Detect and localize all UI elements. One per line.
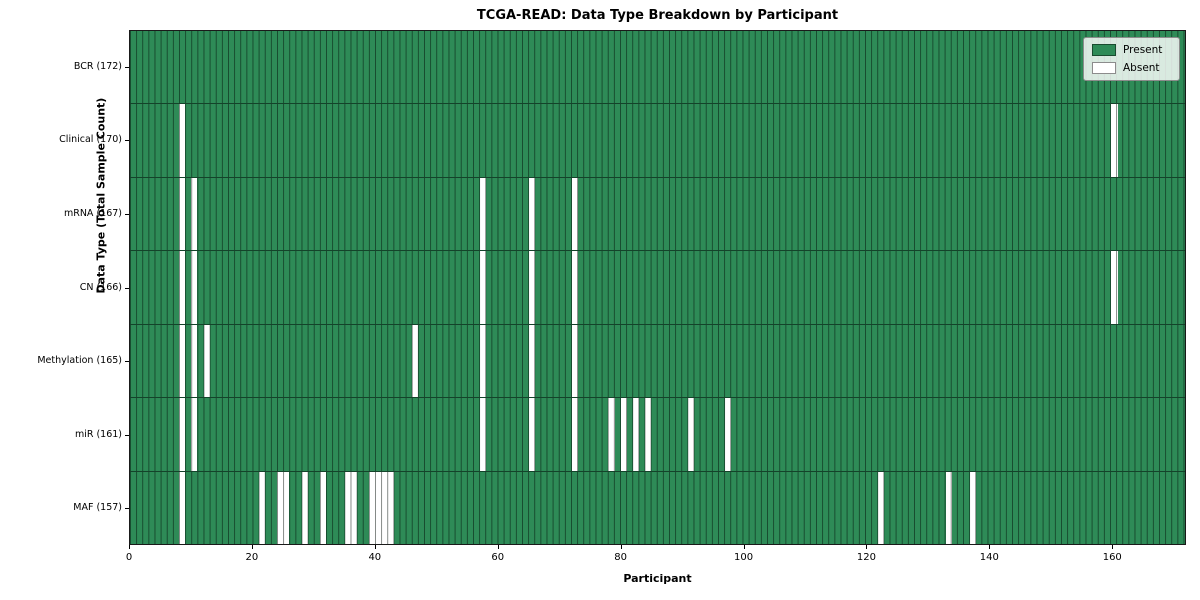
x-tick-label: 60 xyxy=(491,552,505,563)
absent-cell xyxy=(258,471,265,544)
y-tick-mark xyxy=(125,140,129,142)
absent-cell xyxy=(203,324,210,398)
heatmap-row-cn xyxy=(130,250,1185,324)
absent-cell xyxy=(344,471,351,544)
x-axis-label: Participant xyxy=(623,572,692,585)
x-tick-mark xyxy=(743,545,745,549)
absent-cell xyxy=(479,251,486,324)
y-tick-label: mRNA (167) xyxy=(63,207,122,219)
absent-cell xyxy=(479,324,486,398)
absent-cell xyxy=(191,398,198,471)
x-tick-label: 160 xyxy=(1102,552,1122,563)
heatmap-row-bcr xyxy=(130,31,1185,104)
x-tick-label: 140 xyxy=(979,552,999,563)
absent-cell xyxy=(381,471,388,544)
x-tick-mark xyxy=(251,545,253,549)
heatmap-row-maf xyxy=(130,470,1185,544)
legend: Present Absent xyxy=(1083,37,1180,81)
heatmap-row-mrna xyxy=(130,176,1185,251)
x-tick-label: 0 xyxy=(125,552,133,563)
absent-cell xyxy=(688,398,695,471)
plot-area xyxy=(129,30,1186,545)
y-tick-mark xyxy=(125,361,129,363)
x-tick-mark xyxy=(989,545,991,549)
legend-entry-absent: Absent xyxy=(1092,62,1171,74)
absent-cell xyxy=(412,324,419,398)
absent-cell xyxy=(528,177,535,251)
absent-cell xyxy=(620,398,627,471)
x-tick-mark xyxy=(374,545,376,549)
absent-cell xyxy=(179,104,186,177)
absent-cell xyxy=(191,177,198,251)
absent-cell xyxy=(1111,104,1118,177)
absent-cell xyxy=(387,471,394,544)
absent-cell xyxy=(277,471,284,544)
absent-cell xyxy=(350,471,357,544)
legend-absent-label: Absent xyxy=(1123,62,1160,74)
absent-cell xyxy=(571,177,578,251)
y-tick-label: Clinical (170) xyxy=(59,134,122,146)
y-tick-mark xyxy=(125,508,129,510)
x-tick-label: 20 xyxy=(245,552,259,563)
absent-cell xyxy=(528,398,535,471)
y-tick-label: CN (166) xyxy=(79,281,122,293)
absent-cell xyxy=(179,251,186,324)
absent-cell xyxy=(369,471,376,544)
x-tick-label: 100 xyxy=(733,552,754,563)
absent-cell xyxy=(1111,251,1118,324)
y-tick-label: miR (161) xyxy=(74,428,122,440)
chart-title: TCGA-READ: Data Type Breakdown by Partic… xyxy=(476,8,839,23)
absent-cell xyxy=(571,324,578,398)
y-tick-label: BCR (172) xyxy=(73,60,122,72)
heatmap-row-clinical xyxy=(130,103,1185,177)
x-tick-mark xyxy=(620,545,622,549)
y-tick-mark xyxy=(125,287,129,289)
absent-cell xyxy=(528,324,535,398)
absent-cell xyxy=(528,251,535,324)
legend-absent-swatch xyxy=(1092,62,1116,74)
x-tick-mark xyxy=(497,545,499,549)
legend-present-label: Present xyxy=(1123,44,1163,56)
absent-cell xyxy=(301,471,308,544)
x-tick-label: 120 xyxy=(856,552,876,563)
y-tick-mark xyxy=(125,66,129,68)
heatmap-row-methylation xyxy=(130,323,1185,398)
absent-cell xyxy=(571,398,578,471)
absent-cell xyxy=(970,471,977,544)
absent-cell xyxy=(608,398,615,471)
x-tick-mark xyxy=(1112,545,1114,549)
absent-cell xyxy=(632,398,640,471)
absent-cell xyxy=(945,471,952,544)
absent-cell xyxy=(191,324,198,398)
absent-cell xyxy=(479,398,486,471)
absent-cell xyxy=(283,471,290,544)
y-tick-mark xyxy=(125,434,129,436)
x-tick-label: 40 xyxy=(368,552,382,563)
absent-cell xyxy=(179,471,186,544)
legend-entry-present: Present xyxy=(1092,44,1171,56)
absent-cell xyxy=(724,398,732,471)
absent-cell xyxy=(191,251,198,324)
y-tick-label: Methylation (165) xyxy=(37,355,122,367)
absent-cell xyxy=(179,324,186,398)
x-tick-label: 80 xyxy=(614,552,627,563)
absent-cell xyxy=(179,398,186,471)
x-tick-mark xyxy=(866,545,868,549)
absent-cell xyxy=(571,251,578,324)
absent-cell xyxy=(878,471,885,544)
absent-cell xyxy=(479,177,486,251)
x-tick-mark xyxy=(129,545,130,549)
y-axis-label: Data Type (Total Sample Count) xyxy=(94,97,108,294)
legend-present-swatch xyxy=(1092,44,1116,56)
absent-cell xyxy=(320,471,327,544)
heatmap-row-mir xyxy=(130,397,1185,471)
absent-cell xyxy=(645,398,652,471)
y-tick-label: MAF (157) xyxy=(73,502,122,514)
absent-cell xyxy=(179,177,186,251)
absent-cell xyxy=(375,471,382,544)
y-tick-mark xyxy=(125,213,129,215)
